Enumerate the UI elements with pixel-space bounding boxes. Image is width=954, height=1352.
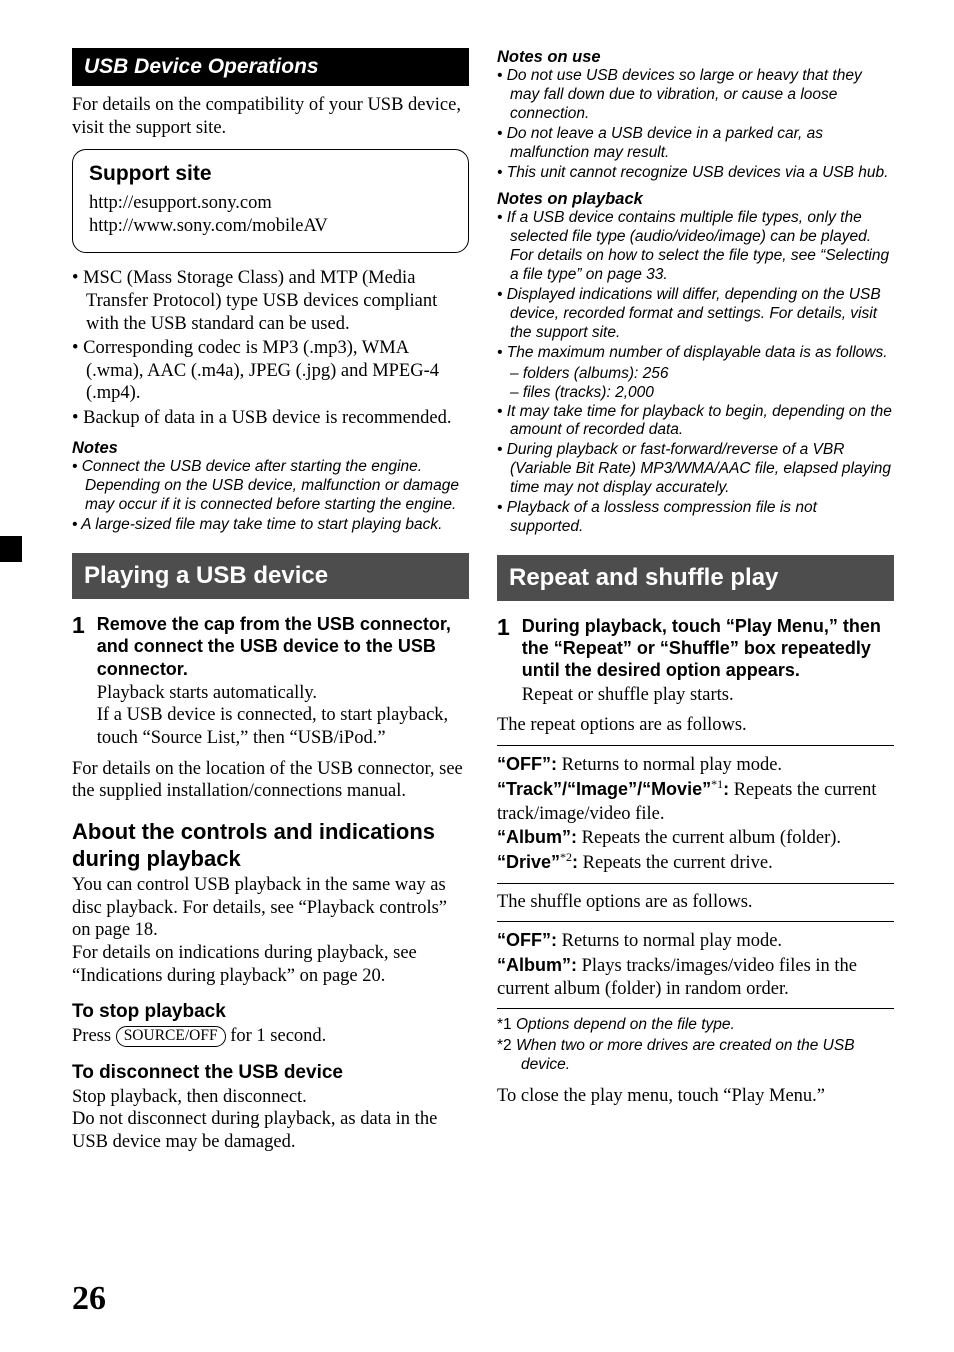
controls-paragraph-2: For details on indications during playba… — [72, 942, 469, 987]
notes-on-playback-list: If a USB device contains multiple file t… — [497, 209, 894, 362]
option-label: “OFF”: — [497, 754, 557, 774]
controls-paragraph-1: You can control USB playback in the same… — [72, 874, 469, 942]
notes-on-use-list: Do not use USB devices so large or heavy… — [497, 67, 894, 182]
note-item: During playback or fast-forward/reverse … — [497, 441, 894, 498]
note-subitem: – folders (albums): 256 — [497, 365, 894, 384]
repeat-option-album: “Album”: Repeats the current album (fold… — [497, 826, 894, 850]
step-1: 1 Remove the cap from the USB connector,… — [72, 613, 469, 750]
step-follow: Repeat or shuffle play starts. — [522, 684, 894, 707]
support-site-title: Support site — [89, 162, 452, 186]
page-number: 26 — [72, 1280, 106, 1318]
two-column-layout: USB Device Operations For details on the… — [72, 48, 894, 1161]
note-item: This unit cannot recognize USB devices v… — [497, 164, 894, 183]
bullet-item: Backup of data in a USB device is recomm… — [72, 407, 469, 430]
disconnect-heading: To disconnect the USB device — [72, 1062, 469, 1084]
notes-heading: Notes — [72, 439, 469, 458]
repeat-option-drive: “Drive”*2: Repeats the current drive. — [497, 850, 894, 875]
stop-text-pre: Press — [72, 1026, 116, 1046]
note-item: Displayed indications will differ, depen… — [497, 286, 894, 343]
footnote-mark: *1 — [711, 777, 723, 791]
option-text: Repeats the current drive. — [578, 853, 773, 873]
note-item: Do not leave a USB device in a parked ca… — [497, 125, 894, 163]
divider — [497, 883, 894, 884]
note-item: If a USB device contains multiple file t… — [497, 209, 894, 285]
controls-heading: About the controls and indications durin… — [72, 819, 469, 873]
step-lead: During playback, touch “Play Menu,” then… — [522, 615, 894, 682]
connector-location-paragraph: For details on the location of the USB c… — [72, 758, 469, 803]
notes-on-use-heading: Notes on use — [497, 48, 894, 67]
note-item: Connect the USB device after starting th… — [72, 458, 469, 515]
right-column: Notes on use Do not use USB devices so l… — [497, 48, 894, 1161]
note-item: Do not use USB devices so large or heavy… — [497, 67, 894, 124]
option-label: “OFF”: — [497, 930, 557, 950]
shuffle-intro: The shuffle options are as follows. — [497, 891, 894, 914]
bullet-item: MSC (Mass Storage Class) and MTP (Media … — [72, 267, 469, 335]
step-number: 1 — [72, 613, 85, 750]
chapter-heading-repeat: Repeat and shuffle play — [497, 555, 894, 601]
note-item: A large-sized file may take time to star… — [72, 516, 469, 535]
section-tab-marker — [0, 536, 22, 562]
footnote-text: Options depend on the file type. — [512, 1016, 735, 1033]
bullet-item: Corresponding codec is MP3 (.mp3), WMA (… — [72, 337, 469, 405]
stop-paragraph: Press SOURCE/OFF for 1 second. — [72, 1025, 469, 1048]
footnote-text: When two or more drives are created on t… — [512, 1037, 855, 1073]
stop-text-post: for 1 second. — [226, 1026, 327, 1046]
note-item: It may take time for playback to begin, … — [497, 403, 894, 441]
repeat-option-track: “Track”/“Image”/“Movie”*1: Repeats the c… — [497, 777, 894, 826]
intro-paragraph: For details on the compatibility of your… — [72, 94, 469, 139]
footnote-1: *1 Options depend on the file type. — [497, 1016, 894, 1035]
option-label: “Album”: — [497, 955, 577, 975]
shuffle-option-album: “Album”: Plays tracks/images/video files… — [497, 954, 894, 1002]
page: USB Device Operations For details on the… — [0, 0, 954, 1352]
divider — [497, 745, 894, 746]
shuffle-option-off: “OFF”: Returns to normal play mode. — [497, 929, 894, 953]
notes-list: Connect the USB device after starting th… — [72, 458, 469, 535]
left-column: USB Device Operations For details on the… — [72, 48, 469, 1161]
support-site-box: Support site http://esupport.sony.com ht… — [72, 149, 469, 253]
notes-on-playback-heading: Notes on playback — [497, 190, 894, 209]
source-off-key: SOURCE/OFF — [116, 1026, 226, 1047]
step-body: During playback, touch “Play Menu,” then… — [522, 615, 894, 707]
step-number: 1 — [497, 615, 510, 707]
close-menu-paragraph: To close the play menu, touch “Play Menu… — [497, 1085, 894, 1108]
step-lead: Remove the cap from the USB connector, a… — [97, 613, 469, 680]
option-label: “Track”/“Image”/“Movie” — [497, 779, 711, 799]
footnote-marker: *2 — [497, 1037, 512, 1054]
step-1-repeat: 1 During playback, touch “Play Menu,” th… — [497, 615, 894, 707]
step-body: Remove the cap from the USB connector, a… — [97, 613, 469, 750]
divider — [497, 921, 894, 922]
footnote-2: *2 When two or more drives are created o… — [497, 1037, 894, 1075]
repeat-intro: The repeat options are as follows. — [497, 714, 894, 737]
stop-heading: To stop playback — [72, 1001, 469, 1023]
section-header: USB Device Operations — [72, 48, 469, 86]
feature-bullet-list: MSC (Mass Storage Class) and MTP (Media … — [72, 267, 469, 429]
step-follow: Playback starts automatically. — [97, 682, 469, 705]
notes-on-playback-list-cont: It may take time for playback to begin, … — [497, 403, 894, 537]
footnote-marker: *1 — [497, 1016, 512, 1033]
note-item: The maximum number of displayable data i… — [497, 344, 894, 363]
note-subitem: – files (tracks): 2,000 — [497, 384, 894, 403]
support-url-1: http://esupport.sony.com — [89, 192, 452, 215]
option-text: Returns to normal play mode. — [557, 755, 782, 775]
disconnect-paragraph: Stop playback, then disconnect. Do not d… — [72, 1086, 469, 1154]
option-text: Returns to normal play mode. — [557, 931, 782, 951]
option-label: “Drive” — [497, 852, 560, 872]
repeat-option-off: “OFF”: Returns to normal play mode. — [497, 753, 894, 777]
chapter-heading-playing: Playing a USB device — [72, 553, 469, 599]
option-text: Repeats the current album (folder). — [577, 828, 841, 848]
step-follow: If a USB device is connected, to start p… — [97, 704, 469, 749]
footnote-mark: *2 — [560, 850, 572, 864]
divider — [497, 1008, 894, 1009]
note-item: Playback of a lossless compression file … — [497, 499, 894, 537]
support-url-2: http://www.sony.com/mobileAV — [89, 215, 452, 238]
option-label: “Album”: — [497, 827, 577, 847]
